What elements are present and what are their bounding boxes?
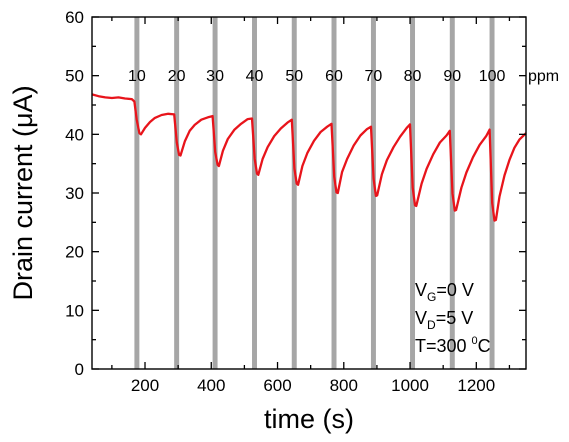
ppm-unit-label: ppm [528,68,559,85]
x-tick-label: 800 [330,376,358,395]
gas-pulse-band-4 [252,17,257,369]
x-axis-title: time (s) [264,404,354,434]
concentration-label-10: 100 [479,68,506,85]
gas-pulse-band-6 [331,17,337,369]
concentration-label-9: 90 [443,68,461,85]
concentration-label-6: 60 [325,68,343,85]
concentration-label-8: 80 [404,68,422,85]
concentration-label-1: 10 [128,68,146,85]
series-layer [91,93,527,222]
drain-current-line-1 [91,93,527,222]
x-tick-label: 1200 [457,376,495,395]
y-tick-label: 50 [65,67,84,86]
gas-pulse-band-5 [291,17,297,369]
y-tick-label: 60 [65,8,84,27]
gas-pulse-band-1 [134,17,140,369]
gas-pulse-band-3 [212,17,218,369]
drain-voltage-annotation: VD=5 V [415,308,473,332]
concentration-label-4: 40 [246,68,264,85]
y-axis-ticks: 0 10 20 30 40 50 60 [65,8,526,379]
x-tick-label: 1000 [391,376,429,395]
x-tick-label: 400 [197,376,225,395]
x-tick-label: 600 [263,376,291,395]
temperature-annotation: T=300 0C [415,335,491,356]
y-tick-label: 10 [65,301,84,320]
concentration-label-7: 70 [365,68,383,85]
x-axis-ticks: 200 400 600 800 1000 1200 [111,17,511,395]
y-tick-label: 0 [75,360,84,379]
y-tick-label: 30 [65,184,84,203]
gas-pulse-band-7 [370,17,376,369]
gas-pulse-band-2 [174,17,180,369]
concentration-label-5: 50 [285,68,303,85]
y-axis-title: Drain current (μA) [8,85,38,300]
y-tick-label: 20 [65,243,84,262]
gate-voltage-annotation: VG=0 V [415,280,474,304]
y-tick-label: 40 [65,125,84,144]
concentration-label-2: 20 [168,68,186,85]
x-tick-label: 200 [131,376,159,395]
concentration-labels: 10 20 30 40 50 60 70 80 90 100 [128,68,505,85]
concentration-label-3: 30 [206,68,224,85]
